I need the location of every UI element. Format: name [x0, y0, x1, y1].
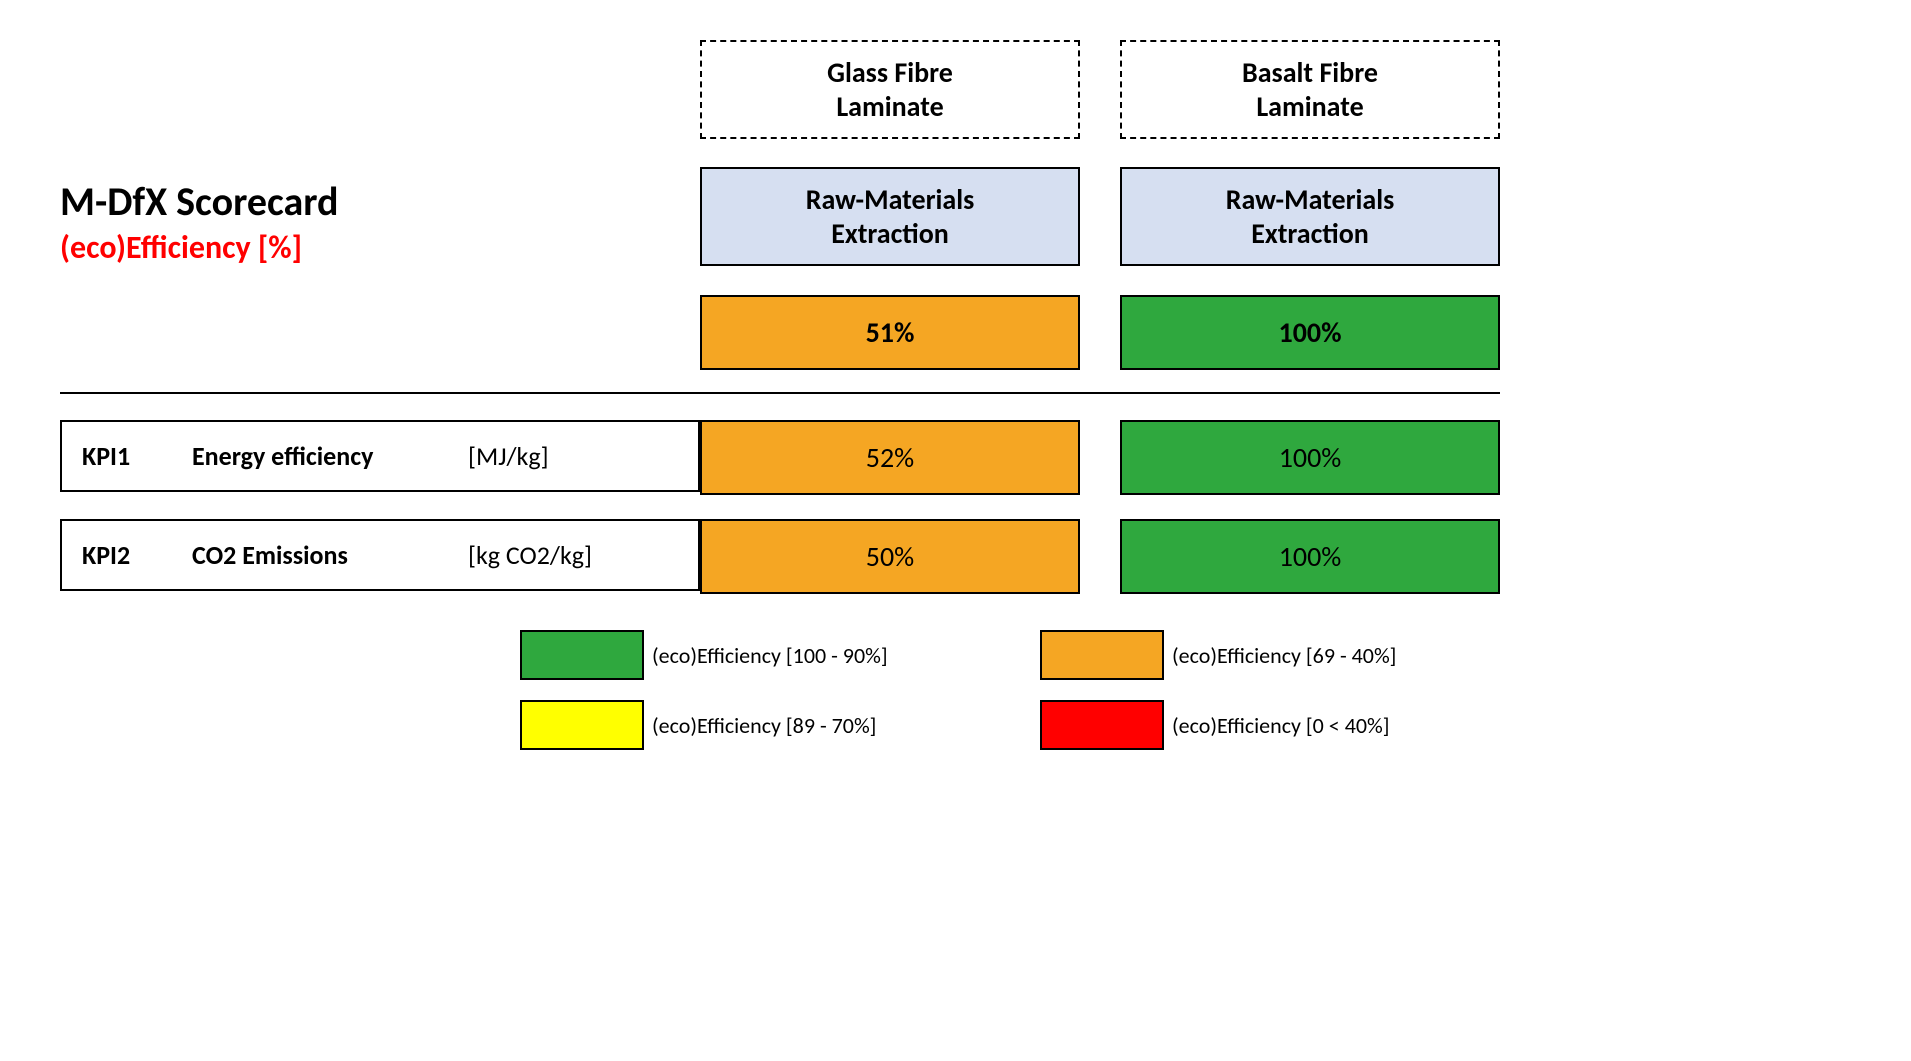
kpi2-unit: [kg CO2/kg]: [468, 539, 678, 571]
title-sub: (eco)Efficiency [%]: [60, 228, 700, 267]
column-header-basalt: Basalt FibreLaminate: [1120, 40, 1500, 139]
legend: (eco)Efficiency [100 - 90%] (eco)Efficie…: [60, 630, 1851, 750]
legend-label-yellow: (eco)Efficiency [89 - 70%]: [640, 712, 980, 739]
kpi1-cell-glass: 52%: [700, 420, 1080, 495]
legend-label-green: (eco)Efficiency [100 - 90%]: [640, 642, 980, 669]
section-divider: [60, 392, 1500, 394]
kpi2-name: CO2 Emissions: [192, 539, 468, 571]
title-main: M-DfX Scorecard: [60, 177, 700, 226]
top-score-basalt: 100%: [1120, 295, 1500, 370]
kpi-row-1: KPI1 Energy efficiency [MJ/kg]: [60, 420, 700, 492]
kpi2-code: KPI2: [82, 539, 192, 571]
kpi1-cell-basalt: 100%: [1120, 420, 1500, 495]
kpi-row-2: KPI2 CO2 Emissions [kg CO2/kg]: [60, 519, 700, 591]
column-header-glass: Glass FibreLaminate: [700, 40, 1080, 139]
legend-swatch-green: [520, 630, 644, 680]
legend-label-orange: (eco)Efficiency [69 - 40%]: [1160, 642, 1500, 669]
title-block: M-DfX Scorecard (eco)Efficiency [%]: [60, 167, 700, 267]
legend-swatch-orange: [1040, 630, 1164, 680]
top-score-glass: 51%: [700, 295, 1080, 370]
legend-swatch-yellow: [520, 700, 644, 750]
kpi1-name: Energy efficiency: [192, 440, 468, 472]
kpi2-cell-basalt: 100%: [1120, 519, 1500, 594]
kpi2-cell-glass: 50%: [700, 519, 1080, 594]
phase-box-basalt: Raw-MaterialsExtraction: [1120, 167, 1500, 266]
kpi1-code: KPI1: [82, 440, 192, 472]
legend-swatch-red: [1040, 700, 1164, 750]
legend-label-red: (eco)Efficiency [0 < 40%]: [1160, 712, 1500, 739]
scorecard-grid: Glass FibreLaminate Basalt FibreLaminate…: [60, 40, 1851, 594]
phase-box-glass: Raw-MaterialsExtraction: [700, 167, 1080, 266]
kpi1-unit: [MJ/kg]: [468, 440, 678, 472]
